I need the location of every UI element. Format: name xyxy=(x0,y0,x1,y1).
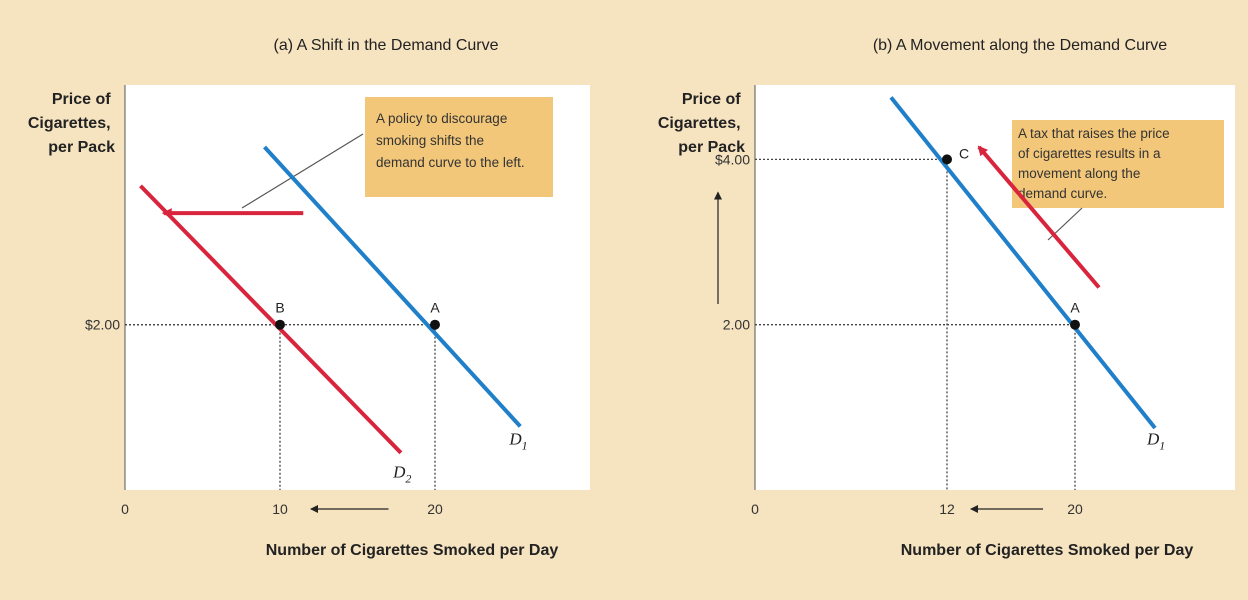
y-axis-label-b-line2: Cigarettes, xyxy=(658,115,741,132)
point-label-A-b: A xyxy=(1070,300,1080,316)
demand-curve-d2-a xyxy=(139,184,403,455)
y-tick-b-4.00: $4.00 xyxy=(715,151,750,167)
x-tick-a-10: 10 xyxy=(272,501,288,517)
y-tick-b-2.00: 2.00 xyxy=(723,317,750,333)
y-tick-a-2.00: $2.00 xyxy=(85,317,120,333)
demand-curve-d1-a xyxy=(263,145,522,428)
curve-label-subscript: 1 xyxy=(522,439,528,453)
panel-b-title: (b) A Movement along the Demand Curve xyxy=(873,37,1167,54)
y-axis-label-a-line1: Price of xyxy=(52,91,111,108)
y-axis-label-b: Price of Cigarettes, per Pack xyxy=(658,91,745,156)
curve-label-subscript: 1 xyxy=(1159,439,1165,453)
annotation-bg-a xyxy=(365,97,553,197)
annotation-text-a: A policy to discourage smoking shifts th… xyxy=(376,111,525,170)
origin-label-b: 0 xyxy=(751,501,759,517)
point-C-b xyxy=(942,154,952,165)
point-A-a xyxy=(430,319,440,330)
x-tick-b-12: 12 xyxy=(939,501,955,517)
point-A-b xyxy=(1070,319,1080,330)
curve-label-subscript: 2 xyxy=(405,472,411,486)
annotation-bg-b xyxy=(1012,120,1224,208)
y-axis-label-b-line1: Price of xyxy=(682,91,741,108)
x-axis-label-b: Number of Cigarettes Smoked per Day xyxy=(901,542,1194,559)
annotation-box-a: A policy to discourage smoking shifts th… xyxy=(365,97,553,197)
annotation-b-line4: demand curve. xyxy=(1018,186,1107,201)
annotation-text-b: A tax that raises the price of cigarette… xyxy=(1018,126,1173,201)
annotation-leader-a xyxy=(241,133,364,209)
y-axis-label-a: Price of Cigarettes, per Pack xyxy=(28,91,115,156)
point-label-C-b: C xyxy=(959,145,969,161)
shift-arrow-b-0 xyxy=(977,145,1101,289)
origin-label-a: 0 xyxy=(121,501,129,517)
y-axis-label-a-line3: per Pack xyxy=(48,139,115,156)
annotation-a-line1: A policy to discourage xyxy=(376,111,507,126)
point-label-A-a: A xyxy=(430,300,440,316)
annotation-b-line3: movement along the xyxy=(1018,166,1140,181)
point-B-a xyxy=(275,319,285,330)
annotation-a-line3: demand curve to the left. xyxy=(376,155,525,170)
point-label-B-a: B xyxy=(275,300,284,316)
x-tick-b-20: 20 xyxy=(1067,501,1083,517)
panel-a-title: (a) A Shift in the Demand Curve xyxy=(274,37,499,54)
y-axis-label-a-line2: Cigarettes, xyxy=(28,115,111,132)
annotation-b-line2: of cigarettes results in a xyxy=(1018,146,1161,161)
annotation-b-line1: A tax that raises the price xyxy=(1018,126,1170,141)
panel-a-demand-shift: (a) A Shift in the Demand Curve Price of… xyxy=(28,37,590,559)
panel-b-demand-movement: (b) A Movement along the Demand Curve Pr… xyxy=(658,37,1235,559)
demand-curve-d1-b xyxy=(889,96,1157,430)
annotation-a-line2: smoking shifts the xyxy=(376,133,484,148)
x-axis-label-a: Number of Cigarettes Smoked per Day xyxy=(266,542,559,559)
x-tick-a-20: 20 xyxy=(427,501,443,517)
y-axis-label-b-line3: per Pack xyxy=(678,139,745,156)
annotation-box-b: A tax that raises the price of cigarette… xyxy=(1012,120,1224,208)
